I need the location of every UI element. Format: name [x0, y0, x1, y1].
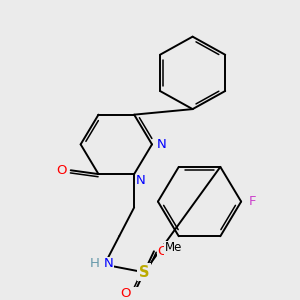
Text: O: O — [57, 164, 67, 177]
Text: N: N — [136, 174, 146, 187]
Text: N: N — [103, 257, 113, 270]
Text: S: S — [139, 265, 149, 280]
Text: O: O — [158, 245, 168, 258]
Text: O: O — [120, 287, 130, 300]
Text: H: H — [90, 257, 100, 270]
Text: N: N — [157, 138, 167, 151]
Text: F: F — [248, 195, 256, 208]
Text: Me: Me — [165, 241, 182, 254]
